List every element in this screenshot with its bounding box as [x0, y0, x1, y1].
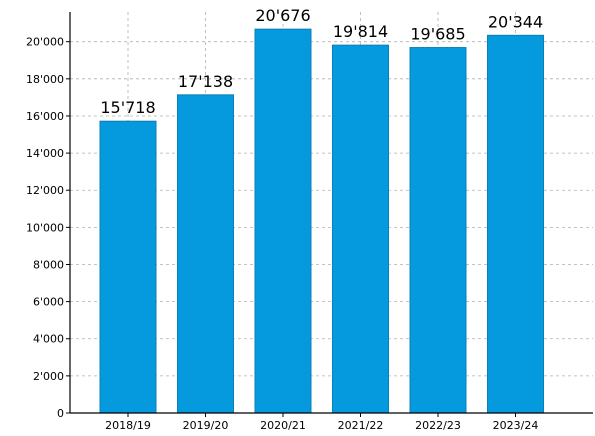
- data-label: 17'138: [178, 72, 233, 91]
- y-tick-label: 0: [57, 407, 64, 420]
- x-tick-label: 2018/19: [105, 419, 151, 432]
- bar-2019-20: [177, 94, 234, 414]
- y-tick-label: 2'000: [33, 370, 64, 383]
- bar-2022-23: [409, 47, 467, 414]
- x-tick-label: 2023/24: [493, 419, 539, 432]
- y-tick-label: 10'000: [26, 221, 64, 234]
- bar-2023-24: [487, 34, 544, 414]
- y-tick-label: 12'000: [26, 184, 64, 197]
- y-tick-label: 4'000: [33, 333, 64, 346]
- bar-2018-19: [99, 120, 157, 414]
- data-label: 20'676: [255, 6, 310, 25]
- y-tick-label: 14'000: [26, 147, 64, 160]
- x-tick-label: 2021/22: [338, 419, 384, 432]
- y-tick-label: 18'000: [26, 73, 64, 86]
- bar-2021-22: [332, 44, 389, 414]
- data-label: 19'814: [333, 22, 388, 41]
- bar-2020-21: [254, 28, 312, 414]
- y-tick-label: 8'000: [33, 258, 64, 271]
- data-label: 15'718: [100, 98, 155, 117]
- x-tick-label: 2020/21: [260, 419, 306, 432]
- y-tick-label: 20'000: [26, 36, 64, 49]
- data-label: 19'685: [410, 25, 465, 44]
- x-tick-label: 2022/23: [415, 419, 461, 432]
- data-label: 20'344: [488, 12, 543, 31]
- y-tick-label: 16'000: [26, 110, 64, 123]
- y-tick-label: 6'000: [33, 296, 64, 309]
- x-tick-label: 2019/20: [183, 419, 229, 432]
